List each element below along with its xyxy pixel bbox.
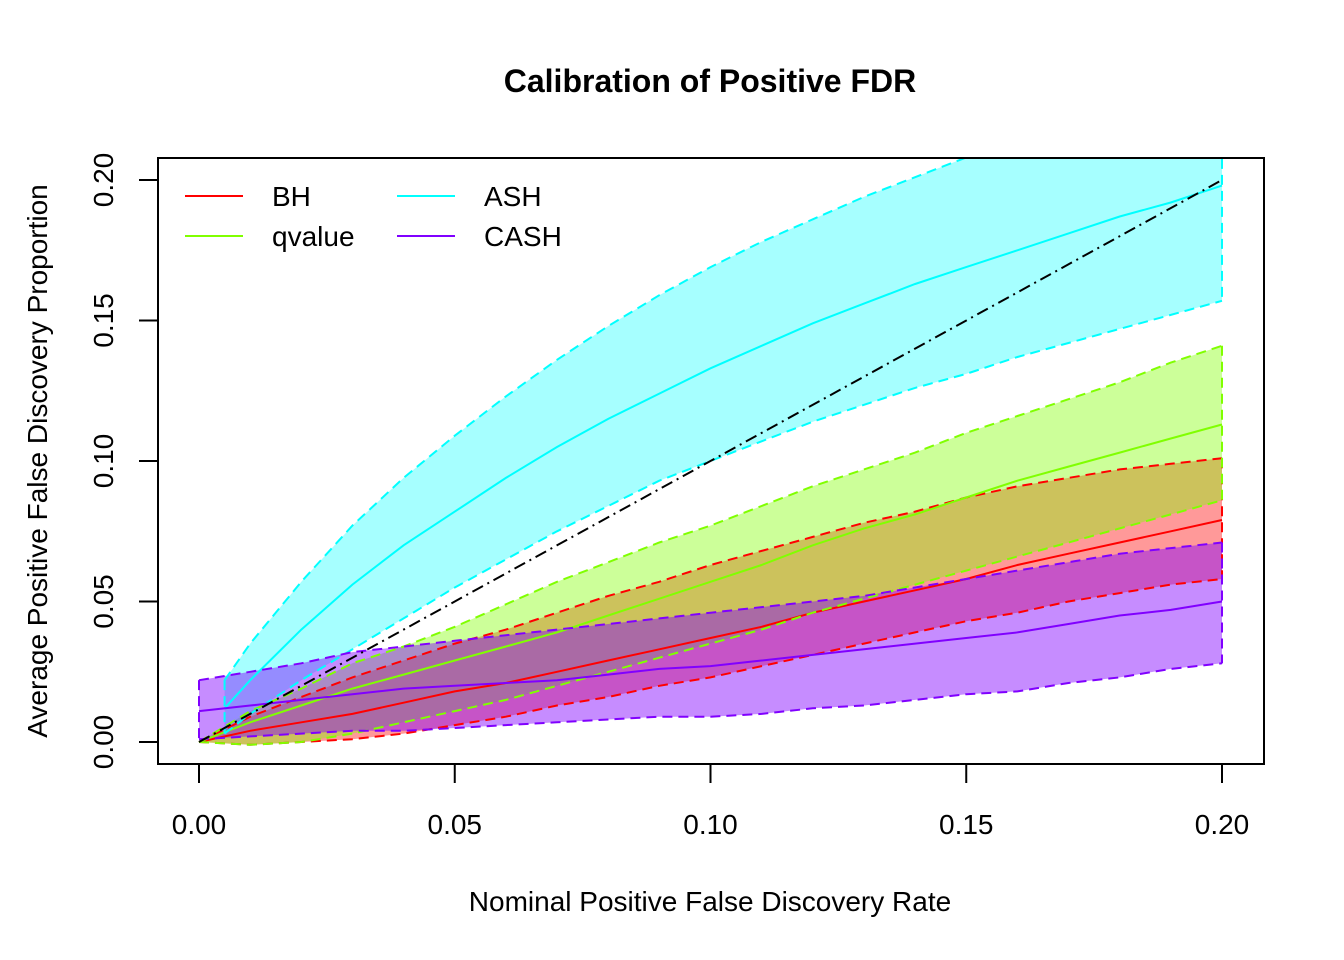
lower-bound-bh [198,578,1223,746]
legend: BH qvalue ASH CASH [185,181,562,252]
legend-label: ASH [484,181,542,212]
legend-item-bh: BH [185,181,311,212]
legend-label: qvalue [272,221,355,252]
band-ash [224,158,1222,734]
series-lines [198,158,1223,746]
upper-bound-ash [223,158,968,681]
y-tick-label: 0.20 [88,153,119,208]
mean-line-cash [198,600,1223,713]
legend-item-cash: CASH [397,221,562,252]
confidence-bands [199,158,1222,745]
y-axis-label: Average Positive False Discovery Proport… [22,184,53,738]
x-tick-label: 0.15 [939,809,994,840]
upper-bound-bh [198,457,1223,743]
x-tick-label: 0.20 [1195,809,1250,840]
x-axis: 0.00 0.05 0.10 0.15 0.20 [172,763,1250,840]
band-cash [199,542,1222,740]
upper-bound-cash [198,541,1223,682]
legend-item-qvalue: qvalue [185,221,355,252]
y-tick-label: 0.00 [88,715,119,770]
mean-line-bh [198,519,1223,743]
y-axis: 0.00 0.05 0.10 0.15 0.20 [88,153,159,770]
x-tick-label: 0.10 [683,809,738,840]
lower-bound-ash [223,299,1223,735]
x-tick-label: 0.05 [428,809,483,840]
legend-item-ash: ASH [397,181,542,212]
lower-bound-cash [198,662,1223,741]
x-tick-label: 0.00 [172,809,227,840]
legend-label: CASH [484,221,562,252]
chart-title: Calibration of Positive FDR [504,63,916,99]
y-tick-label: 0.10 [88,434,119,489]
legend-label: BH [272,181,311,212]
mean-line-qvalue [198,423,1223,743]
mean-line-ash [223,184,1223,709]
y-tick-label: 0.15 [88,293,119,348]
band-bh [199,458,1222,745]
upper-bound-qvalue [198,344,1223,743]
band-qvalue [199,345,1222,745]
reference-line-y-equals-x [198,179,1223,743]
x-axis-label: Nominal Positive False Discovery Rate [469,886,951,917]
y-tick-label: 0.05 [88,574,119,629]
